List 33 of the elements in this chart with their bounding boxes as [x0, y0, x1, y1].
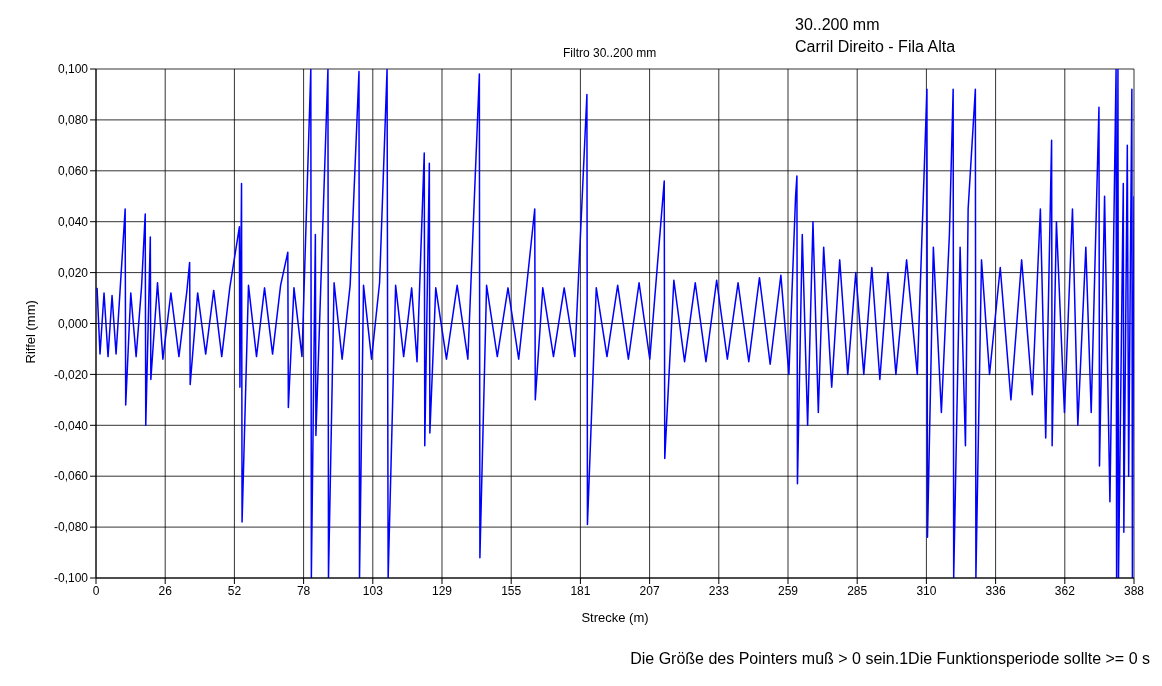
y-tick-label: -0,100: [53, 571, 89, 586]
y-tick-label: -0,060: [53, 469, 89, 484]
y-axis-title: Riffel (mm): [22, 300, 38, 364]
x-tick-label: 103: [362, 583, 384, 598]
text: Die Größe des Pointers muß > 0 sein.1Die Funktionsperiode sollte >= 0 s: [630, 650, 1150, 668]
x-tick-label: 362: [1054, 583, 1076, 598]
x-tick-label: 78: [296, 583, 311, 598]
x-tick-label: 155: [501, 583, 522, 598]
y-tick-label: 0,100: [57, 62, 89, 77]
x-tick-label: 388: [1123, 583, 1145, 598]
x-tick-label: 129: [431, 583, 453, 598]
text: Carril Direito - Fila Alta: [795, 38, 956, 56]
y-tick-label: 0,060: [57, 164, 89, 179]
x-tick-label: 285: [847, 583, 868, 598]
x-tick-label: 26: [158, 583, 173, 598]
x-tick-label: 52: [227, 583, 242, 598]
text: 30..200 mm: [795, 16, 880, 34]
x-tick-label: 181: [570, 583, 591, 598]
y-tick-label: -0,080: [53, 520, 89, 535]
x-tick-label: 336: [985, 583, 1006, 598]
y-tick-label: -0,040: [53, 418, 89, 433]
x-tick-label: 310: [916, 583, 937, 598]
y-tick-label: 0,020: [57, 265, 89, 280]
x-tick-label: 207: [639, 583, 660, 598]
y-tick-label: 0,040: [57, 214, 89, 229]
y-tick-label: 0,080: [57, 113, 89, 128]
x-tick-label: 233: [708, 583, 730, 598]
chart-title: Filtro 30..200 mm: [563, 46, 657, 60]
y-tick-label: -0,020: [53, 367, 89, 382]
x-axis-title: Strecke (m): [581, 610, 649, 625]
y-tick-label: 0,000: [57, 316, 89, 331]
x-tick-label: 0: [92, 583, 100, 598]
x-tick-label: 259: [777, 583, 799, 598]
